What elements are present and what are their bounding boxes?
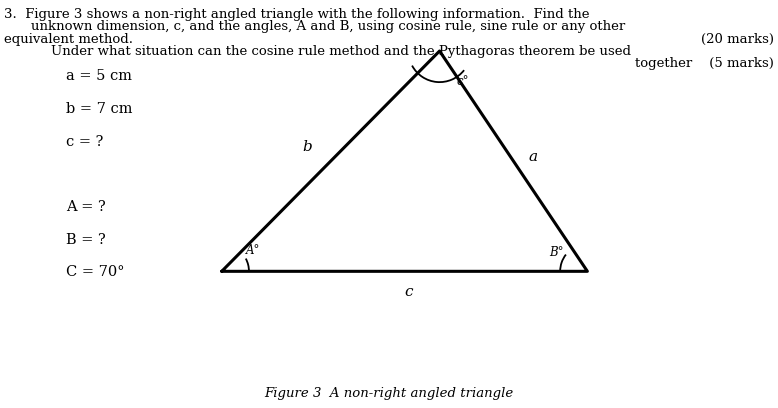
Text: B°: B° [549,246,563,259]
Text: b: b [303,140,312,154]
Text: Figure 3  A non-right angled triangle: Figure 3 A non-right angled triangle [265,387,513,400]
Text: a: a [528,150,538,164]
Text: unknown dimension, c, and the angles, A and B, using cosine rule, sine rule or a: unknown dimension, c, and the angles, A … [31,20,626,33]
Text: B = ?: B = ? [66,233,106,246]
Text: c: c [405,285,412,299]
Text: Under what situation can the cosine rule method and the Pythagoras theorem be us: Under what situation can the cosine rule… [51,45,631,58]
Text: A = ?: A = ? [66,200,106,214]
Text: b = 7 cm: b = 7 cm [66,102,132,116]
Text: C = 70°: C = 70° [66,265,124,279]
Text: c = ?: c = ? [66,135,103,149]
Text: 3.  Figure 3 shows a non-right angled triangle with the following information.  : 3. Figure 3 shows a non-right angled tri… [4,8,590,21]
Text: together    (5 marks): together (5 marks) [635,57,774,70]
Text: (20 marks): (20 marks) [701,33,774,46]
Text: A°: A° [246,244,260,257]
Text: c°: c° [457,75,469,88]
Text: a = 5 cm: a = 5 cm [66,69,132,83]
Text: equivalent method.: equivalent method. [4,33,133,46]
